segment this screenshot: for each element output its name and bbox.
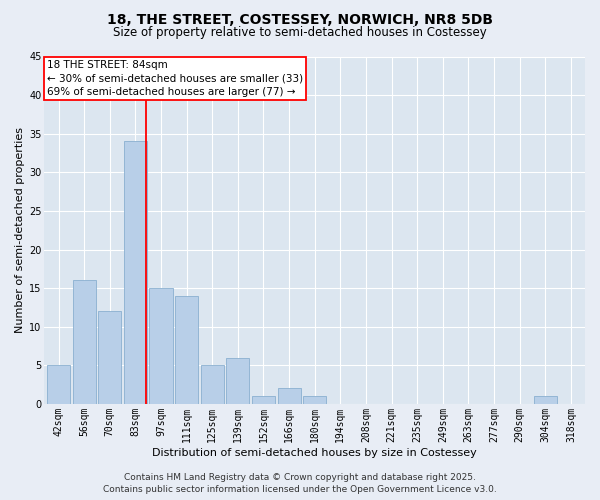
Bar — [534, 396, 557, 404]
X-axis label: Distribution of semi-detached houses by size in Costessey: Distribution of semi-detached houses by … — [152, 448, 477, 458]
Bar — [175, 296, 198, 404]
Text: 18 THE STREET: 84sqm
← 30% of semi-detached houses are smaller (33)
69% of semi-: 18 THE STREET: 84sqm ← 30% of semi-detac… — [47, 60, 303, 97]
Bar — [149, 288, 173, 404]
Text: Contains HM Land Registry data © Crown copyright and database right 2025.
Contai: Contains HM Land Registry data © Crown c… — [103, 473, 497, 494]
Bar — [73, 280, 95, 404]
Bar — [124, 142, 147, 404]
Bar — [98, 312, 121, 404]
Bar — [201, 366, 224, 404]
Text: Size of property relative to semi-detached houses in Costessey: Size of property relative to semi-detach… — [113, 26, 487, 39]
Bar — [303, 396, 326, 404]
Y-axis label: Number of semi-detached properties: Number of semi-detached properties — [15, 127, 25, 333]
Bar — [278, 388, 301, 404]
Text: 18, THE STREET, COSTESSEY, NORWICH, NR8 5DB: 18, THE STREET, COSTESSEY, NORWICH, NR8 … — [107, 12, 493, 26]
Bar — [47, 366, 70, 404]
Bar — [226, 358, 250, 404]
Bar — [252, 396, 275, 404]
